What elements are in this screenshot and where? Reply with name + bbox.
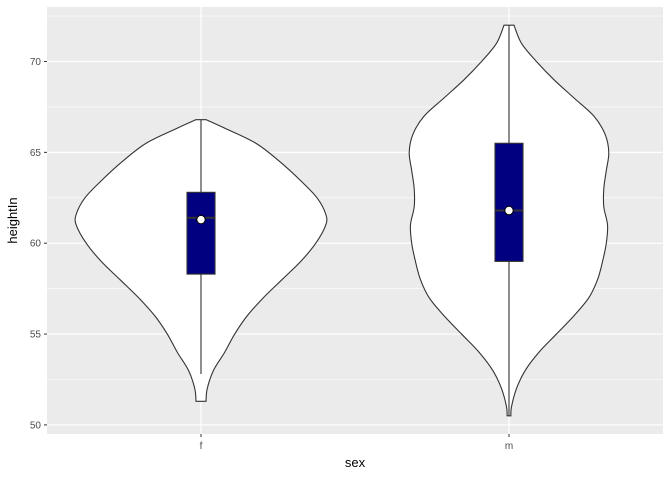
axes: 50 55 60 65 70 f m (30, 57, 513, 452)
x-tick-label: m (505, 441, 513, 452)
mean-point-f (196, 214, 206, 225)
y-tick-label: 65 (30, 148, 42, 159)
x-axis-label: sex (345, 455, 366, 470)
y-tick-label: 50 (30, 420, 42, 431)
box-m (494, 142, 524, 262)
mean-point-m (504, 205, 514, 216)
y-tick-label: 55 (30, 330, 42, 341)
boxplots (186, 25, 524, 416)
x-tick-label: f (200, 441, 203, 452)
y-axis-label: heightIn (5, 197, 20, 243)
y-tick-label: 70 (30, 57, 42, 68)
box-f (186, 191, 216, 275)
y-tick-label: 60 (30, 239, 42, 250)
